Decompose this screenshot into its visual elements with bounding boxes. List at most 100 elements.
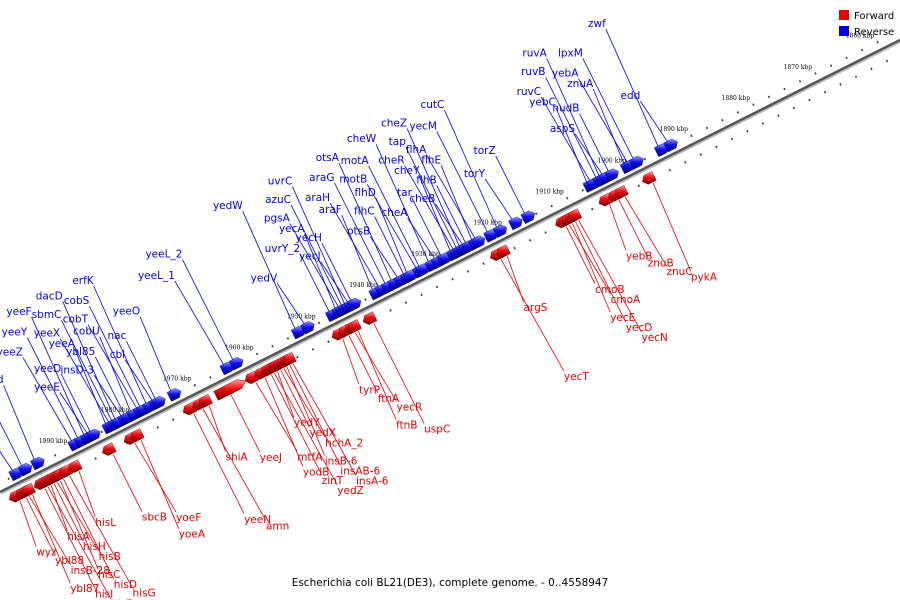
gene-leader-line (277, 371, 295, 418)
gene-reverse[interactable]: yeeL_1 (138, 270, 234, 376)
gene-reverse[interactable]: yebA (552, 67, 638, 173)
gene-leader-line (292, 363, 357, 476)
gene-leader-line (569, 224, 611, 295)
gene-arrow[interactable] (300, 321, 315, 335)
gene-label: dacD (36, 291, 63, 303)
gene-arrow[interactable] (663, 138, 678, 153)
gene-reverse[interactable]: motA (341, 155, 430, 277)
gene-arrow[interactable] (282, 351, 297, 366)
gene-forward[interactable]: argS (496, 244, 548, 314)
gene-arrow[interactable] (30, 456, 45, 471)
axis-tick-mark (823, 90, 827, 94)
gene-arrow[interactable] (567, 208, 583, 222)
gene-reverse[interactable]: torY (464, 168, 523, 231)
gene-label: yeeA (49, 338, 76, 350)
axis-tick-mark (327, 340, 330, 343)
gene-reverse[interactable]: lpxM (558, 47, 644, 170)
gene-reverse[interactable]: flhA (406, 144, 486, 249)
gene-reverse[interactable]: yedW (213, 200, 306, 340)
gene-arrow[interactable] (228, 357, 244, 371)
gene-forward[interactable]: sbcB (102, 442, 167, 524)
gene-reverse[interactable]: otsA (316, 152, 402, 291)
gene-leader-line (193, 413, 245, 514)
gene-forward[interactable]: uspC (362, 311, 450, 436)
gene-arrow[interactable] (17, 462, 33, 477)
gene-arrow[interactable] (166, 388, 182, 402)
gene-label: yeeX (34, 328, 60, 340)
gene-reverse[interactable]: torZ (474, 145, 535, 224)
gene-arrow[interactable] (604, 168, 619, 182)
gene-arrow[interactable] (629, 155, 644, 170)
gene-reverse[interactable]: yecH (296, 232, 362, 312)
gene-label: cheA (381, 207, 408, 219)
gene-label: znuC (667, 266, 693, 278)
gene-leader-line (126, 341, 156, 399)
gene-reverse[interactable]: gnd (0, 419, 23, 482)
gene-arrow[interactable] (642, 171, 657, 185)
gene-reverse[interactable]: cutC (421, 99, 508, 238)
gene-forward[interactable]: insA-6 (282, 351, 389, 488)
gene-arrow[interactable] (470, 235, 486, 249)
gene-forward[interactable]: ybl87 (21, 482, 100, 595)
gene-arrow[interactable] (496, 244, 511, 258)
gene-reverse[interactable]: cld (0, 374, 45, 471)
gene-reverse[interactable]: edd (621, 90, 678, 153)
gene-arrow[interactable] (614, 185, 629, 199)
gene-forward[interactable]: ftnB (347, 319, 418, 432)
gene-leader-line (124, 359, 153, 401)
gene-forward[interactable]: yecD (564, 210, 653, 334)
gene-arrow[interactable] (347, 319, 362, 333)
gene-arrow[interactable] (130, 428, 145, 442)
gene-forward[interactable]: yeeN (182, 401, 271, 526)
gene-forward[interactable]: yebB (598, 192, 652, 262)
gene-forward[interactable]: shiA (198, 393, 249, 464)
gene-leader-line (605, 28, 659, 147)
gene-arrow[interactable] (508, 216, 523, 231)
gene-arrow[interactable] (102, 442, 117, 456)
gene-reverse[interactable]: nudB (552, 103, 619, 182)
gene-forward[interactable]: yodB (254, 365, 330, 478)
gene-forward[interactable]: yecT (490, 247, 589, 383)
gene-arrow[interactable] (492, 224, 508, 238)
gene-arrow[interactable] (21, 482, 36, 497)
gene-reverse[interactable]: otsB (347, 226, 408, 288)
gene-reverse[interactable]: yeeD (34, 363, 101, 443)
gene-reverse[interactable]: pgsA (264, 212, 349, 318)
gene-arrow[interactable] (198, 393, 213, 408)
gene-forward[interactable]: znuC (614, 185, 693, 278)
gene-arrow-long[interactable] (213, 379, 247, 401)
gene-reverse[interactable]: nac (108, 330, 166, 410)
gene-arrow[interactable] (362, 311, 378, 325)
gene-label: yoeF (176, 512, 201, 524)
gene-forward[interactable]: pykA (642, 171, 718, 284)
gene-reverse[interactable]: zwf (588, 18, 669, 157)
gene-forward[interactable]: yecN (567, 208, 668, 344)
gene-arrow[interactable] (520, 210, 535, 224)
gene-reverse[interactable]: ugd (0, 397, 33, 477)
gene-forward[interactable]: yoeF (123, 431, 201, 524)
gene-arrow[interactable] (151, 395, 166, 410)
gene-arrow[interactable] (346, 297, 362, 312)
gene-reverse[interactable]: yeeO (113, 306, 182, 402)
gene-reverse[interactable]: tar (397, 187, 452, 267)
gene-leader-line (436, 185, 466, 243)
gene-reverse[interactable]: yeeL_2 (145, 248, 244, 371)
gene-reverse[interactable]: cheA (381, 207, 445, 270)
gene-forward[interactable]: wyz (9, 489, 57, 559)
gene-reverse[interactable]: insD-3 (60, 364, 132, 427)
gene-forward[interactable]: amn (192, 397, 289, 533)
axis-tick-mark (535, 212, 538, 215)
axis-tick-mark (54, 454, 57, 457)
gene-reverse[interactable]: yecM (409, 121, 498, 243)
axis-tick-mark (777, 114, 780, 117)
axis-tick-mark (317, 321, 321, 325)
gene-reverse[interactable]: yedV (251, 272, 315, 335)
gene-leader-line (334, 182, 386, 284)
gene-arrow[interactable] (68, 459, 83, 473)
gene-forward[interactable]: hisL (68, 459, 116, 529)
gene-arrow[interactable] (86, 428, 101, 443)
gene-reverse[interactable]: aspS (550, 123, 613, 186)
axis-tick-mark (715, 145, 718, 149)
gene-forward[interactable]: yoeA (130, 428, 206, 541)
gene-leader-line (592, 88, 625, 164)
